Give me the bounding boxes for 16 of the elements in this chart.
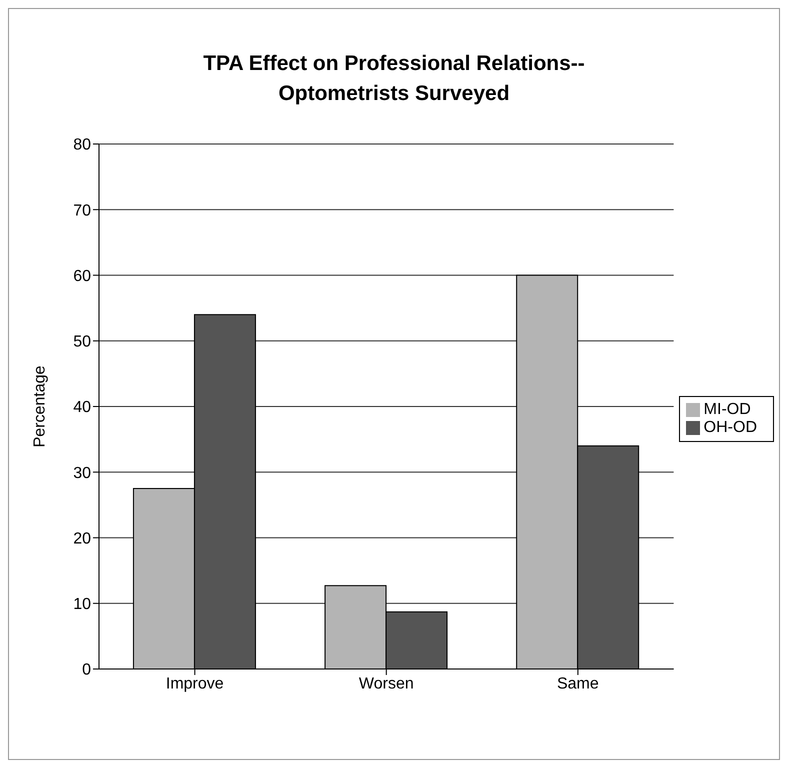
y-axis-title: Percentage <box>32 365 49 448</box>
x-tick-label: Improve <box>166 675 224 692</box>
x-tick-label: Same <box>556 675 599 692</box>
y-tick-label: 80 <box>73 136 92 154</box>
y-tick-label: 20 <box>73 530 92 548</box>
y-tick-label: 40 <box>73 399 92 416</box>
y-tick-label: 50 <box>73 334 92 351</box>
x-tick-label: Worsen <box>358 675 414 692</box>
y-tick-label: 0 <box>82 662 92 679</box>
y-tick-label: 60 <box>73 268 92 285</box>
legend-label: MI-OD <box>704 401 751 418</box>
y-tick-label: 70 <box>73 202 92 220</box>
legend-label: OH-OD <box>704 419 757 436</box>
y-tick-label: 30 <box>73 464 92 482</box>
chart-title: TPA Effect on Professional Relations-- Optometrists Surveyed <box>202 51 586 107</box>
y-tick-label: 10 <box>73 596 92 614</box>
